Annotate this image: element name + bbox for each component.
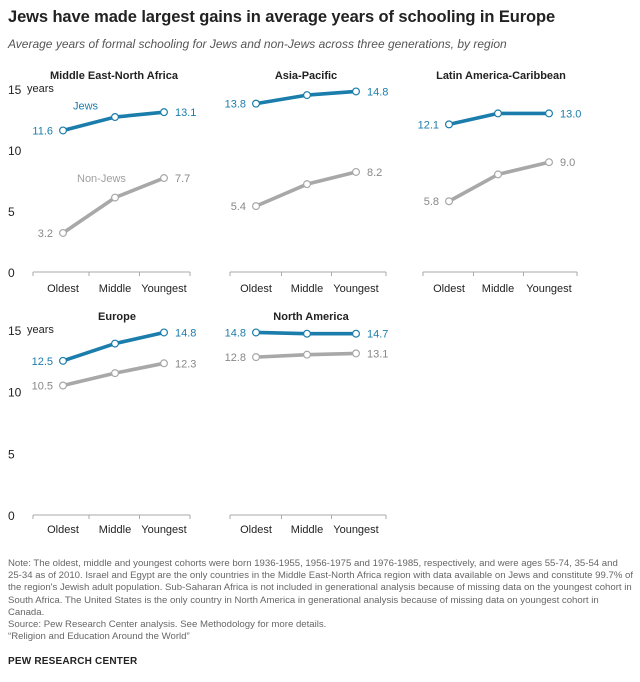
x-tick-label: Middle (291, 283, 323, 295)
non-jews-data-point (252, 353, 261, 362)
x-tick-label: Youngest (141, 283, 186, 295)
non-jews-data-point (160, 174, 169, 183)
y-tick-label: 15 (8, 324, 22, 338)
footer-brand: PEW RESEARCH CENTER (8, 656, 138, 667)
y-tick-label: 10 (8, 144, 22, 158)
y-tick-label: 0 (8, 509, 15, 523)
data-label: 11.6 (32, 125, 53, 137)
data-label: 13.8 (225, 99, 246, 111)
jews-data-point (160, 328, 169, 337)
data-label: 7.7 (175, 173, 190, 185)
jews-data-point (303, 329, 312, 338)
note-text: Note: The oldest, middle and youngest co… (8, 558, 634, 618)
non-jews-data-point (352, 167, 361, 176)
panel-title: North America (273, 311, 349, 323)
y-unit-label: years (27, 83, 54, 95)
jews-data-point (110, 339, 119, 348)
y-tick-label: 5 (8, 205, 15, 219)
x-tick-label: Youngest (526, 283, 571, 295)
y-tick-label: 0 (8, 266, 15, 280)
jews-data-point (544, 109, 553, 118)
data-label: 12.1 (418, 119, 439, 131)
jews-data-point (494, 109, 503, 118)
data-label: 12.8 (225, 352, 246, 364)
data-label: 5.4 (231, 201, 246, 213)
non-jews-data-point (445, 197, 454, 206)
jews-data-point (445, 120, 454, 129)
jews-data-point (352, 87, 361, 96)
series-label-non-jews: Non-Jews (77, 173, 126, 185)
data-label: 14.8 (367, 86, 388, 98)
data-label: 3.2 (38, 228, 53, 240)
non-jews-data-point (58, 228, 67, 237)
jews-data-point (110, 113, 119, 122)
x-tick-label: Oldest (433, 283, 465, 295)
data-label: 14.8 (225, 327, 246, 339)
data-label: 5.8 (424, 196, 439, 208)
non-jews-data-point (110, 193, 119, 202)
y-tick-label: 10 (8, 386, 22, 400)
jews-data-point (160, 108, 169, 117)
x-tick-label: Oldest (47, 524, 79, 536)
y-tick-label: 5 (8, 447, 15, 461)
non-jews-data-point (58, 381, 67, 390)
panel-title: Europe (98, 311, 136, 323)
data-label: 8.2 (367, 167, 382, 179)
y-unit-label: years (27, 324, 54, 336)
data-label: 10.5 (32, 381, 53, 393)
data-label: 13.0 (560, 108, 581, 120)
non-jews-series-line (447, 160, 551, 204)
data-label: 12.3 (175, 358, 196, 370)
x-tick-label: Oldest (240, 524, 272, 536)
non-jews-data-point (303, 180, 312, 189)
x-tick-label: Middle (482, 283, 514, 295)
x-tick-label: Youngest (333, 283, 378, 295)
notes: Note: The oldest, middle and youngest co… (8, 558, 634, 643)
non-jews-data-point (352, 349, 361, 358)
jews-data-point (252, 99, 261, 108)
data-label: 14.7 (367, 329, 388, 341)
data-label: 9.0 (560, 157, 575, 169)
non-jews-data-point (494, 170, 503, 179)
non-jews-series-line (254, 170, 358, 208)
non-jews-data-point (160, 359, 169, 368)
jews-data-point (303, 91, 312, 100)
x-tick-label: Oldest (240, 283, 272, 295)
series-label-jews: Jews (73, 100, 99, 112)
chart-subtitle: Average years of formal schooling for Je… (8, 37, 507, 51)
jews-data-point (352, 329, 361, 338)
data-label: 13.1 (175, 107, 196, 119)
data-label: 12.5 (32, 356, 53, 368)
non-jews-data-point (110, 369, 119, 378)
x-tick-label: Youngest (141, 524, 186, 536)
small-multiples-chart: Middle East-North Africa Oldest Middle Youn… (8, 70, 581, 536)
non-jews-series-line (61, 176, 166, 235)
panel-title: Middle East-North Africa (50, 70, 179, 82)
y-tick-label: 15 (8, 83, 22, 97)
x-tick-label: Youngest (333, 524, 378, 536)
data-label: 14.8 (175, 327, 196, 339)
panel-title: Latin America-Caribbean (436, 70, 566, 82)
chart-title: Jews have made largest gains in average … (8, 8, 556, 26)
report-title: “Religion and Education Around the World… (8, 631, 190, 643)
panel-title: Asia-Pacific (275, 70, 337, 82)
x-tick-label: Middle (99, 283, 131, 295)
data-label: 13.1 (367, 348, 388, 360)
source-text: Source: Pew Research Center analysis. Se… (8, 619, 327, 631)
jews-data-point (252, 328, 261, 337)
x-tick-label: Middle (291, 524, 323, 536)
jews-data-point (58, 356, 67, 365)
non-jews-data-point (544, 158, 553, 167)
non-jews-data-point (303, 350, 312, 359)
non-jews-data-point (252, 202, 261, 211)
jews-data-point (58, 126, 67, 135)
x-tick-label: Middle (99, 524, 131, 536)
x-tick-label: Oldest (47, 283, 79, 295)
